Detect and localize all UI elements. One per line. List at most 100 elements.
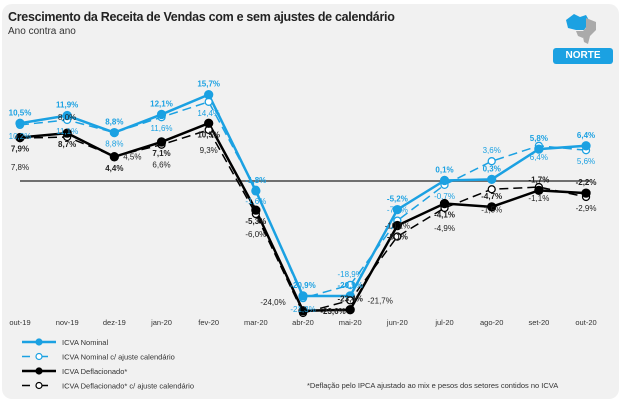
data-point	[109, 152, 119, 162]
data-label: -0,7%	[434, 192, 455, 201]
data-point	[346, 280, 355, 290]
legend-marker	[35, 338, 43, 346]
data-label: -6,0%	[245, 230, 266, 239]
data-point	[487, 202, 497, 212]
data-label: -20,9%	[290, 281, 315, 290]
data-label: -4,7%	[481, 192, 502, 201]
data-label: -1,5%	[481, 205, 502, 214]
data-label: -2,9%	[576, 204, 597, 213]
data-label: 10,5%	[9, 108, 32, 117]
data-label: 11,6%	[150, 124, 172, 133]
data-label: 7,9%	[11, 145, 29, 154]
data-label: -21,3%	[290, 305, 315, 314]
data-point	[204, 97, 213, 106]
data-label: 10,5%	[197, 130, 220, 139]
data-point	[534, 185, 544, 196]
data-label: -24,0%	[260, 298, 285, 307]
data-point	[346, 296, 355, 305]
x-tick-label: jan-20	[150, 318, 172, 327]
data-point	[204, 90, 214, 100]
data-point	[62, 110, 72, 121]
data-label: 7,8%	[11, 163, 29, 172]
data-point	[298, 291, 308, 301]
data-label: -4,1%	[434, 211, 455, 220]
data-label: 5,6%	[577, 157, 595, 166]
data-point	[156, 109, 167, 120]
legend-label: ICVA Deflacionado* c/ ajuste calendário	[62, 382, 194, 391]
x-tick-label: ago-20	[480, 318, 503, 327]
chart-subtitle: Ano contra ano	[8, 26, 76, 37]
data-point	[581, 188, 591, 198]
data-label: 14,4%	[197, 109, 220, 118]
data-label: 12,1%	[150, 99, 173, 108]
data-point	[487, 174, 497, 185]
data-label: 8,8%	[105, 140, 123, 149]
data-label: -8,1%	[387, 233, 408, 242]
data-point	[439, 175, 450, 186]
data-label: -1,1%	[528, 194, 549, 203]
x-tick-label: jul-20	[434, 318, 453, 327]
data-label: -18,9%	[338, 270, 363, 279]
footnote: *Deflação pelo IPCA ajustado ao mix e pe…	[307, 381, 559, 390]
data-point	[62, 128, 72, 138]
data-label: 0,3%	[483, 164, 501, 173]
x-tick-label: fev-20	[198, 318, 219, 327]
data-label: 11,9%	[56, 101, 78, 110]
data-point	[15, 132, 25, 143]
x-tick-label: abr-20	[292, 318, 314, 327]
x-tick-label: mar-20	[244, 318, 268, 327]
data-label: 11,1%	[56, 127, 78, 136]
data-point	[251, 205, 261, 215]
legend-marker	[35, 367, 43, 375]
legend-label: ICVA Deflacionado*	[62, 367, 127, 376]
chart-title: Crescimento da Receita de Vendas com e s…	[8, 10, 395, 24]
data-label: -20,9%	[338, 281, 363, 290]
data-label: -1,7%	[528, 175, 549, 184]
data-label: 6,4%	[577, 131, 595, 140]
legend-label: ICVA Nominal c/ ajuste calendário	[62, 353, 175, 362]
data-label: -5,2%	[387, 195, 408, 204]
data-label: 15,7%	[197, 80, 220, 89]
data-label: -5,3%	[245, 217, 266, 226]
data-point	[487, 185, 496, 194]
x-tick-label: dez-19	[103, 318, 126, 327]
legend-label: ICVA Nominal	[62, 338, 108, 347]
data-point	[534, 144, 544, 154]
legend-marker	[35, 381, 43, 390]
data-point	[487, 157, 496, 166]
x-tick-label: out-20	[575, 318, 596, 327]
data-label: -2,2%	[576, 178, 597, 187]
x-tick-label: jun-20	[386, 318, 408, 327]
data-label: 0,1%	[435, 165, 453, 174]
data-label: 8,0%	[58, 113, 76, 122]
data-label: -1,8%	[245, 176, 266, 185]
data-label: 9,3%	[200, 146, 218, 155]
data-point	[392, 220, 403, 231]
data-point	[15, 118, 25, 128]
data-label: -23,4%	[338, 295, 363, 304]
data-label: 8,7%	[58, 140, 76, 149]
data-label: 10,2%	[9, 132, 32, 141]
data-label: 7,1%	[152, 149, 170, 158]
region-badge[interactable]: NORTE	[553, 48, 613, 64]
data-point	[345, 305, 355, 315]
data-point	[392, 204, 403, 215]
data-label: 4,4%	[105, 164, 123, 173]
data-label: 6,6%	[152, 161, 170, 170]
x-tick-label: nov-19	[56, 318, 79, 327]
data-point	[251, 186, 261, 196]
data-point	[393, 232, 402, 241]
chart-card	[2, 4, 619, 399]
x-tick-label: mai-20	[339, 318, 362, 327]
x-tick-label: out-19	[9, 318, 30, 327]
data-point	[298, 306, 308, 316]
data-label: 4,5%	[123, 152, 141, 161]
data-point	[439, 198, 450, 209]
legend-marker	[35, 352, 43, 361]
data-label: 6,4%	[530, 153, 548, 162]
data-point	[581, 141, 591, 151]
data-label: -4,9%	[434, 224, 455, 233]
data-point	[109, 127, 119, 138]
